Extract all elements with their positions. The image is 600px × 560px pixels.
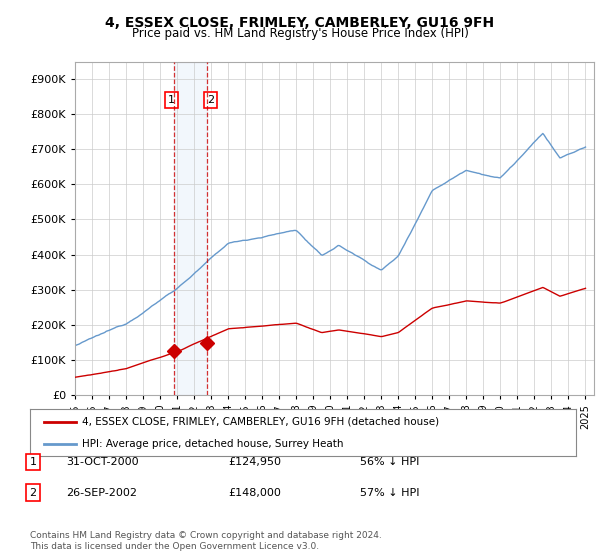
Text: 26-SEP-2002: 26-SEP-2002: [66, 488, 137, 498]
Bar: [174, 62, 206, 395]
Text: 1: 1: [168, 95, 175, 105]
Text: Price paid vs. HM Land Registry's House Price Index (HPI): Price paid vs. HM Land Registry's House …: [131, 27, 469, 40]
Text: 56% ↓ HPI: 56% ↓ HPI: [360, 457, 419, 467]
Text: 2: 2: [207, 95, 214, 105]
Text: 1: 1: [29, 457, 37, 467]
Text: This data is licensed under the Open Government Licence v3.0.: This data is licensed under the Open Gov…: [30, 542, 319, 550]
Text: 4, ESSEX CLOSE, FRIMLEY, CAMBERLEY, GU16 9FH: 4, ESSEX CLOSE, FRIMLEY, CAMBERLEY, GU16…: [106, 16, 494, 30]
Text: HPI: Average price, detached house, Surrey Heath: HPI: Average price, detached house, Surr…: [82, 438, 343, 449]
Text: 57% ↓ HPI: 57% ↓ HPI: [360, 488, 419, 498]
Text: £148,000: £148,000: [228, 488, 281, 498]
Text: £124,950: £124,950: [228, 457, 281, 467]
Text: 31-OCT-2000: 31-OCT-2000: [66, 457, 139, 467]
Text: 2: 2: [29, 488, 37, 498]
Text: Contains HM Land Registry data © Crown copyright and database right 2024.: Contains HM Land Registry data © Crown c…: [30, 531, 382, 540]
Text: 4, ESSEX CLOSE, FRIMLEY, CAMBERLEY, GU16 9FH (detached house): 4, ESSEX CLOSE, FRIMLEY, CAMBERLEY, GU16…: [82, 417, 439, 427]
